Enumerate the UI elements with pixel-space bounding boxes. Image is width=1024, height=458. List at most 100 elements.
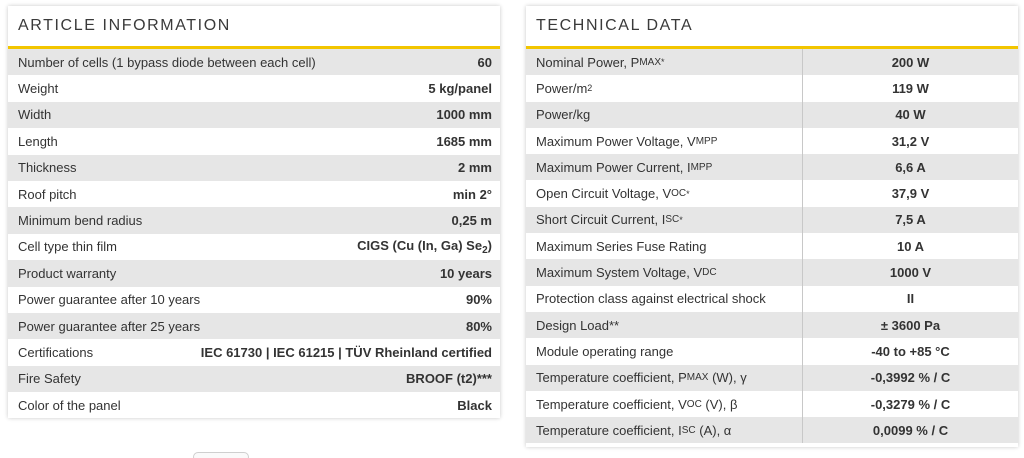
table-row: Thickness 2 mm — [8, 154, 500, 181]
technical-data-title: TECHNICAL DATA — [526, 6, 1018, 49]
row-value: 200 W — [891, 54, 930, 70]
table-row: Temperature coefficient, P MAX (W), γ -0,3… — [526, 364, 1018, 391]
row-label: Weight — [18, 81, 59, 97]
row-value: 80% — [465, 318, 492, 334]
row-value: IEC 61730 | IEC 61215 | TÜV Rheinland ce… — [200, 344, 492, 360]
row-label: Minimum bend radius — [18, 213, 143, 229]
table-row: Temperature coefficient, I SC (A), α 0,009… — [526, 417, 1018, 444]
table-row: Short Circuit Current, I SC * 7,5 A — [526, 206, 1018, 234]
table-row: Number of cells (1 bypass diode between … — [8, 49, 500, 76]
technical-data-panel: TECHNICAL DATA Nominal Power, P MAX * 200 W… — [526, 6, 1018, 447]
row-label: Width — [18, 107, 52, 123]
row-label-text: Power/kg — [536, 107, 591, 123]
row-label-text: Temperature coefficient, P — [536, 370, 687, 386]
row-value: -0,3279 % / C — [870, 396, 951, 412]
table-row: Temperature coefficient, V OC (V), β -0,32… — [526, 390, 1018, 418]
row-value: 10 years — [439, 265, 492, 281]
row-label-suffix: * — [679, 214, 683, 225]
table-row: Module operating range -40 to +85 °C — [526, 338, 1018, 365]
row-label-text: Short Circuit Current, I — [536, 212, 666, 228]
row-label: Thickness — [18, 160, 77, 176]
row-value: ± 3600 Pa — [880, 317, 941, 333]
row-value: 1000 V — [889, 265, 932, 281]
table-row: Color of the panel Black — [8, 392, 500, 419]
row-label: Certifications — [18, 344, 94, 360]
table-row: Weight 5 kg/panel — [8, 75, 500, 102]
row-label-text: Maximum Series Fuse Rating — [536, 238, 707, 254]
row-label: Fire Safety — [18, 371, 81, 387]
row-label: Temperature coefficient, V OC (V), β — [526, 390, 803, 418]
row-label-subscript: MPP — [690, 161, 713, 173]
row-label-text: Protection class against electrical shoc… — [536, 291, 766, 307]
row-label: Maximum Series Fuse Rating — [526, 233, 803, 260]
row-label: Protection class against electrical shoc… — [526, 285, 803, 312]
row-label: Roof pitch — [18, 186, 77, 202]
scroll-handle[interactable] — [193, 452, 249, 458]
row-value: 31,2 V — [891, 133, 930, 149]
table-row: Maximum System Voltage, V DC 1000 V — [526, 259, 1018, 286]
row-value: 1000 mm — [436, 107, 492, 123]
row-value: 5 kg/panel — [428, 81, 492, 97]
row-label-text: Temperature coefficient, I — [536, 422, 682, 438]
row-value: 40 W — [895, 107, 926, 123]
table-row: Minimum bend radius 0,25 m — [8, 207, 500, 234]
article-information-table: Number of cells (1 bypass diode between … — [8, 49, 500, 419]
row-label: Nominal Power, P MAX * — [526, 49, 803, 76]
table-row: Product warranty 10 years — [8, 260, 500, 287]
row-value: II — [906, 291, 915, 307]
row-value: 90% — [465, 292, 492, 308]
row-label-suffix: (W), γ — [708, 370, 747, 386]
row-label: Power guarantee after 25 years — [18, 318, 201, 334]
row-value: BROOF (t2)*** — [406, 371, 492, 387]
row-label-text: Design Load** — [536, 317, 620, 333]
row-label-subscript: OC — [686, 398, 702, 410]
row-value: 7,5 A — [895, 212, 926, 228]
table-row: Protection class against electrical shoc… — [526, 285, 1018, 312]
table-row: Roof pitch min 2° — [8, 180, 500, 208]
table-row: Nominal Power, P MAX * 200 W — [526, 49, 1018, 76]
row-label: Length — [18, 133, 58, 149]
table-row: Power guarantee after 25 years 80% — [8, 312, 500, 340]
table-row: Cell type thin film CIGS (Cu (In, Ga) Se2… — [8, 233, 500, 261]
article-information-title: ARTICLE INFORMATION — [8, 6, 500, 49]
row-value-main: CIGS (Cu (In, Ga) Se — [357, 237, 483, 253]
technical-data-table: Nominal Power, P MAX * 200 W Power/m 2 119 W Po… — [526, 49, 1018, 444]
row-value: 0,25 m — [451, 213, 492, 229]
row-label-text: Maximum System Voltage, V — [536, 265, 703, 281]
row-value: 60 — [477, 54, 492, 70]
row-value: -40 to +85 °C — [871, 343, 950, 359]
row-label: Open Circuit Voltage, V OC * — [526, 180, 803, 207]
row-label-suffix: * — [686, 188, 690, 199]
row-label-subscript: SC — [681, 424, 696, 436]
row-value-subscript: 2 — [482, 244, 488, 256]
row-value: 1685 mm — [436, 133, 492, 149]
row-value: 6,6 A — [895, 159, 926, 175]
row-label: Short Circuit Current, I SC * — [526, 206, 803, 234]
table-row: Maximum Power Voltage, V MPP 31,2 V — [526, 127, 1018, 155]
row-label-text: Open Circuit Voltage, V — [536, 186, 672, 202]
row-value: 0,0099 % / C — [872, 422, 949, 438]
row-label-text: Maximum Power Voltage, V — [536, 133, 696, 149]
row-label: Power/kg — [526, 101, 803, 128]
article-information-panel: ARTICLE INFORMATION Number of cells (1 b… — [8, 6, 500, 419]
row-label-subscript: MAX — [686, 372, 709, 384]
table-row: Power guarantee after 10 years 90% — [8, 286, 500, 313]
row-label-suffix: (V), β — [701, 396, 738, 412]
row-label: Module operating range — [526, 338, 803, 365]
table-row: Maximum Series Fuse Rating 10 A — [526, 233, 1018, 260]
row-label: Temperature coefficient, I SC (A), α — [526, 417, 803, 444]
row-label: Product warranty — [18, 265, 117, 281]
row-value: Black — [457, 397, 492, 413]
row-label: Color of the panel — [18, 397, 121, 413]
row-label: Design Load** — [526, 311, 803, 339]
row-label: Power/m 2 — [526, 75, 803, 102]
row-value: 119 W — [892, 80, 929, 96]
row-label-subscript: OC — [671, 188, 687, 200]
table-row: Certifications IEC 61730 | IEC 61215 | TÜ… — [8, 339, 500, 366]
row-label: Maximum Power Current, I MPP — [526, 154, 803, 181]
row-value: 10 A — [897, 238, 924, 254]
row-value: min 2° — [452, 186, 492, 202]
row-label: Temperature coefficient, P MAX (W), γ — [526, 364, 803, 391]
row-label-text: Nominal Power, P — [536, 54, 640, 70]
row-label-text: Temperature coefficient, V — [536, 396, 687, 412]
